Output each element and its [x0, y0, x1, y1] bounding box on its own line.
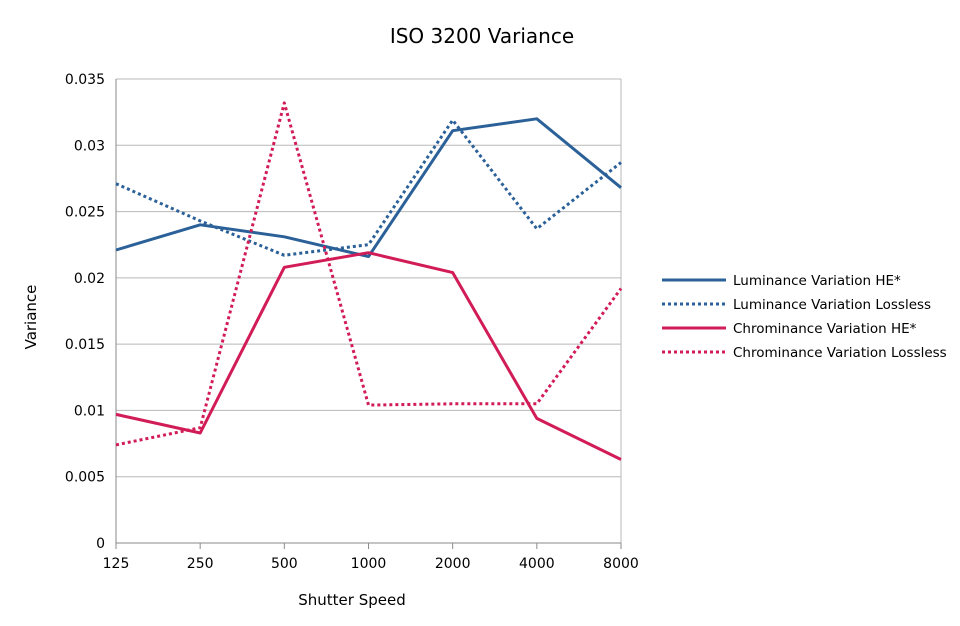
legend: Luminance Variation HE* Luminance Variati… [662, 273, 947, 361]
legend-label-1: Luminance Variation HE* [733, 273, 901, 289]
series-line-2 [115, 118, 622, 257]
y-tick-label: 0.025 [65, 205, 105, 221]
y-tick-label: 0 [96, 536, 105, 552]
y-tick-label: 0.03 [74, 138, 105, 154]
legend-label-4: Chrominance Variation Lossless [733, 345, 947, 361]
series-lines [115, 101, 623, 461]
x-tick-label: 1000 [351, 556, 387, 572]
y-tick-label: 0.005 [65, 470, 105, 486]
series-line-4 [115, 101, 623, 447]
legend-label-3: Chrominance Variation HE* [733, 321, 917, 337]
x-tick-label: 4000 [519, 556, 555, 572]
x-tick-label: 250 [187, 556, 214, 572]
y-tick-label: 0.01 [74, 403, 105, 419]
axes: 0 0.005 0.01 0.015 0.02 0.025 0.03 0.035 125 250 5… [65, 72, 639, 572]
x-tick-label: 8000 [603, 556, 639, 572]
x-tick-label: 125 [103, 556, 130, 572]
y-tick-label: 0.035 [65, 72, 105, 88]
x-tick-label: 2000 [435, 556, 471, 572]
gridlines [116, 78, 621, 478]
legend-label-2: Luminance Variation Lossless [733, 297, 931, 313]
x-tick-label: 500 [271, 556, 298, 572]
series-line-1 [115, 117, 622, 259]
y-axis-label: Variance [22, 285, 40, 350]
x-axis-label: Shutter Speed [298, 591, 405, 609]
chart-title: ISO 3200 Variance [390, 24, 574, 48]
series-line-3 [115, 251, 622, 461]
y-tick-label: 0.02 [74, 271, 105, 287]
y-tick-label: 0.015 [65, 337, 105, 353]
